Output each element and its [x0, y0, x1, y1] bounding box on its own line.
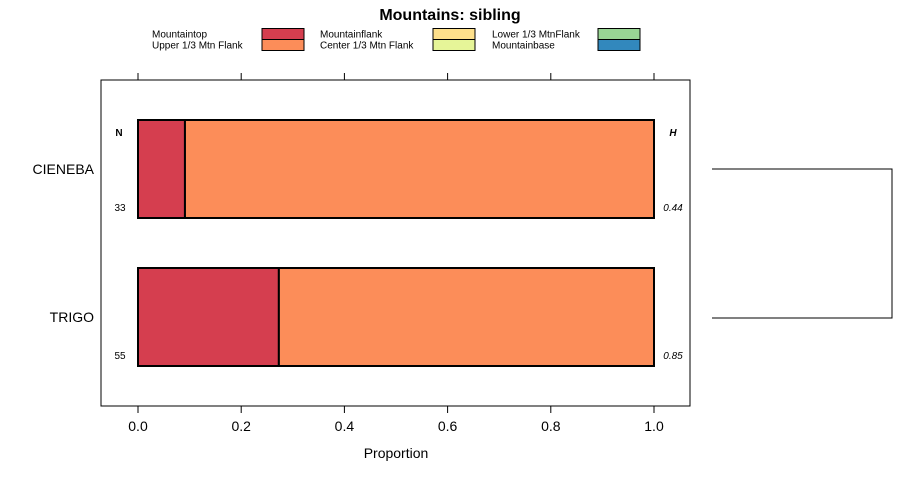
legend-swatch — [261, 39, 305, 51]
annotations: N H 33 55 0.44 0.85 — [114, 128, 683, 362]
legend-label: Lower 1/3 MtnFlank — [492, 30, 581, 41]
bar-segment — [183, 119, 655, 219]
legend-label: Center 1/3 Mtn Flank — [320, 41, 414, 52]
bars: CIENEBA TRIGO — [33, 119, 655, 367]
h-header: H — [669, 128, 677, 139]
x-tick-label: 0.0 — [128, 418, 148, 434]
x-tick-label: 0.6 — [438, 418, 458, 434]
x-tick-label: 1.0 — [644, 418, 664, 434]
x-axis: 0.0 0.2 0.4 0.6 0.8 1.0 — [128, 73, 664, 434]
n-value: 33 — [114, 203, 126, 214]
chart-title: Mountains: sibling — [379, 7, 520, 24]
legend-label: Mountainflank — [320, 30, 383, 41]
x-axis-title: Proportion — [364, 445, 429, 461]
legend-label: Mountaintop — [152, 30, 207, 41]
dendrogram-branch — [712, 168, 893, 319]
bar-segment — [137, 267, 280, 367]
n-value: 55 — [114, 351, 126, 362]
x-tick-label: 0.2 — [231, 418, 251, 434]
legend-swatch — [597, 39, 641, 51]
x-tick-label: 0.8 — [541, 418, 561, 434]
dendrogram — [712, 168, 893, 319]
category-label: CIENEBA — [33, 161, 95, 177]
x-tick-label: 0.4 — [335, 418, 355, 434]
h-value: 0.44 — [663, 203, 683, 214]
n-header: N — [115, 128, 122, 139]
legend-label: Mountainbase — [492, 41, 555, 52]
category-label: TRIGO — [50, 309, 94, 325]
legend-swatch — [261, 28, 305, 40]
bar-segment — [277, 267, 655, 367]
legend-swatch — [597, 28, 641, 40]
h-value: 0.85 — [663, 351, 683, 362]
legend-swatch — [432, 39, 476, 51]
bar-segment — [137, 119, 186, 219]
legend-label: Upper 1/3 Mtn Flank — [152, 41, 244, 52]
legend-swatch — [432, 28, 476, 40]
plot-frame — [100, 79, 691, 407]
